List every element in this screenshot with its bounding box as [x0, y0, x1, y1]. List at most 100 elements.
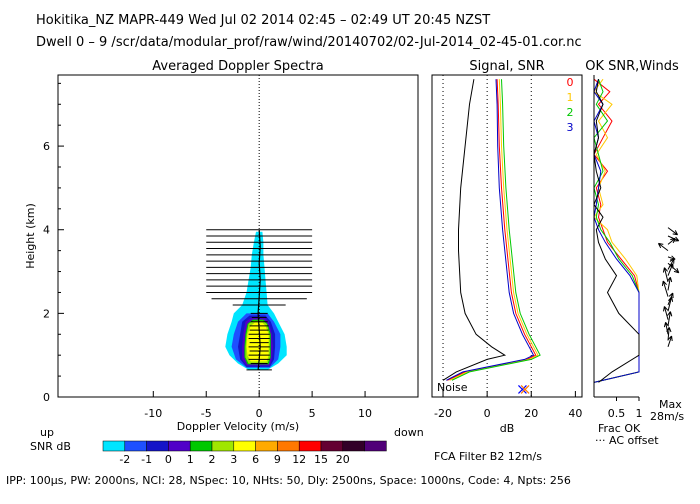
colorbar-swatch-8: [277, 440, 300, 452]
wind-arrow-16: [666, 327, 672, 341]
signal-series-0: [447, 79, 537, 381]
header-line2: Dwell 0 – 9 /scr/data/modular_prof/raw/w…: [36, 35, 582, 50]
colorbar-swatch-5: [211, 440, 235, 452]
frac-x-tick-label-0: 0.5: [608, 407, 626, 420]
spectra-width-bars: [206, 75, 313, 397]
colorbar-swatch-12: [364, 440, 387, 452]
frac-x-tick-label-1: 1: [636, 407, 643, 420]
colorbar-level-3: 1: [187, 453, 194, 466]
colorbar-level-4: 2: [209, 453, 216, 466]
wind-arrow-2: [667, 237, 676, 245]
signal-x-tick-label-1: 0: [484, 407, 491, 420]
wind-arrow-6: [667, 258, 675, 270]
colorbar-swatch-6: [233, 440, 256, 452]
signal-lines: [442, 75, 541, 397]
colorbar-swatch-11: [342, 440, 365, 452]
colorbar-swatch-3: [168, 440, 191, 452]
snr-colorbar: -2 -1 0 1 2 3 6 9 12 15 20: [102, 440, 387, 466]
signal-axes: -20 0 20 40: [434, 391, 582, 420]
wind-arrow-0: [667, 227, 679, 236]
y-tick-label-3: 6: [43, 140, 50, 153]
mean-velocity-line: [257, 229, 261, 370]
signal-x-tick-label-2: 20: [524, 407, 538, 420]
spectra-axes: -10 -5 0 5 10 0 2 4 6: [43, 82, 372, 420]
noise-label: Noise: [437, 381, 468, 394]
series-legend: 0 1 2 3: [567, 76, 574, 134]
colorbar-level-7: 9: [274, 453, 281, 466]
wind-arrow-3: [657, 242, 669, 251]
colorbar-level-2: 0: [165, 453, 172, 466]
contour-6: [246, 322, 269, 362]
colorbar-swatch-4: [189, 440, 213, 452]
spectra-ylabel: Height (km): [24, 203, 37, 269]
x-tick-label-3: 5: [309, 407, 316, 420]
y-tick-label-2: 4: [43, 224, 50, 237]
wind-arrow-17: [667, 335, 673, 347]
wind-arrow-15: [663, 322, 669, 335]
frac-ok-series-3: [593, 79, 640, 383]
colorbar-swatch-1: [124, 440, 147, 452]
colorbar-level-8: 12: [292, 453, 306, 466]
colorbar-swatch-9: [298, 440, 322, 452]
colorbar-swatch-2: [146, 440, 169, 452]
x-tick-label-2: 0: [256, 407, 263, 420]
x-tick-label-1: -5: [201, 407, 212, 420]
ac-offset-label: ··· AC offset: [595, 434, 659, 447]
signal-series-4: [442, 79, 507, 381]
max-label: Max: [659, 398, 682, 411]
wind-arrow-14: [667, 311, 673, 326]
legend-entry-3: 3: [567, 121, 574, 134]
y-tick-label-1: 2: [43, 307, 50, 320]
signal-frame: [431, 74, 583, 398]
legend-entry-1: 1: [567, 91, 574, 104]
spectra-title: Averaged Doppler Spectra: [152, 59, 323, 74]
signal-title: Signal, SNR: [469, 59, 544, 74]
ok-snr-title: OK SNR,Winds: [585, 59, 679, 74]
wind-arrow-10: [661, 280, 669, 297]
footer-params: IPP: 100μs, PW: 2000ns, NCI: 28, NSpec: …: [6, 474, 571, 487]
colorbar-swatch-0: [102, 440, 126, 452]
colorbar-level-0: -2: [119, 453, 130, 466]
wind-arrow-9: [667, 276, 673, 291]
frac-ok-lines: [593, 78, 640, 383]
signal-x-tick-label-0: -20: [434, 407, 452, 420]
colorbar-label: SNR dB: [30, 440, 71, 453]
colorbar-level-10: 20: [336, 453, 350, 466]
colorbar-level-5: 3: [230, 453, 237, 466]
wind-arrow-13: [663, 306, 669, 320]
signal-series-2: [451, 79, 541, 381]
header-line1: Hokitika_NZ MAPR-449 Wed Jul 02 2014 02:…: [36, 13, 490, 28]
signal-series-3: [446, 79, 535, 381]
wind-arrow-12: [667, 296, 674, 312]
legend-entry-0: 0: [567, 76, 574, 89]
colorbar-level-9: 15: [314, 453, 328, 466]
frac-ok-label: Frac OK: [598, 422, 641, 435]
wind-arrow-8: [662, 267, 669, 283]
down-label: down: [394, 426, 424, 439]
wind-arrow-7: [667, 263, 674, 276]
colorbar-swatch-10: [320, 440, 344, 452]
wind-vectors: [657, 227, 680, 347]
signal-x-tick-label-3: 40: [568, 407, 582, 420]
y-tick-label-0: 0: [43, 391, 50, 404]
signal-series-1: [449, 79, 539, 381]
spectra-xlabel: Doppler Velocity (m/s): [177, 420, 299, 433]
filter-label: FCA Filter B2 12m/s: [434, 450, 542, 463]
frac-ok-series-1: [593, 78, 640, 383]
noise-mark-0: [518, 385, 527, 394]
signal-panel: Signal, SNR -20 0 20 40 dB Noise FCA Filter…: [431, 59, 583, 463]
frac-ok-series-4: [593, 79, 640, 383]
frac-ok-axes: 0.5 1: [593, 75, 643, 420]
max-speed-label: 28m/s: [650, 410, 684, 423]
spectra-contours: [225, 231, 287, 370]
colorbar-swatch-7: [255, 440, 278, 452]
x-tick-label-4: 10: [358, 407, 372, 420]
up-label: up: [40, 426, 54, 439]
spectra-frame: [57, 74, 419, 398]
x-tick-label-0: -10: [144, 407, 162, 420]
noise-mark-1: [520, 385, 530, 394]
